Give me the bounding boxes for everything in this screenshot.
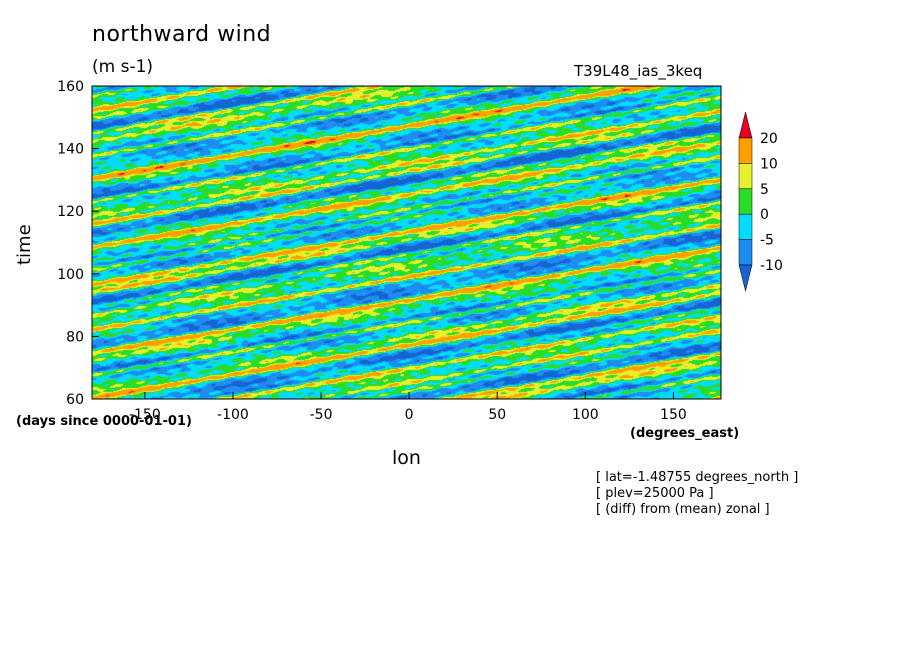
x-tick-label: 0	[405, 407, 414, 423]
colorbar-swatch	[738, 188, 753, 215]
y-tick-label: 120	[57, 204, 84, 220]
colorbar-swatch	[738, 213, 753, 240]
x-axis: -150 -100 -50 0 50 100 150	[129, 392, 687, 423]
colorbar: 20 10 5 0 -5 -10	[738, 111, 783, 292]
note-lat: [ lat=-1.48755 degrees_north ]	[596, 470, 799, 485]
y-tick-label: 140	[57, 142, 84, 158]
colorbar-swatch	[738, 163, 753, 190]
run-label: T39L48_ias_3keq	[574, 62, 703, 80]
colorbar-max-arrow	[738, 111, 753, 139]
note-plev: [ plev=25000 Pa ]	[596, 486, 714, 501]
y-tick-label: 60	[66, 392, 84, 408]
x-tick-label: 150	[660, 407, 687, 423]
colorbar-swatch	[738, 239, 753, 266]
x-axis-units: (degrees_east)	[630, 426, 740, 441]
chart-title: northward wind	[92, 22, 272, 47]
colorbar-label: 5	[760, 182, 769, 198]
note-diff: [ (diff) from (mean) zonal ]	[596, 502, 770, 517]
x-tick-label: -150	[129, 407, 161, 423]
x-axis-label: lon	[392, 447, 421, 469]
colorbar-min-arrow	[738, 264, 753, 292]
x-tick-label: 50	[488, 407, 506, 423]
y-axis: 60 80 100 120 140 160	[57, 79, 99, 408]
colorbar-label: -5	[760, 233, 774, 249]
colorbar-label: 20	[760, 131, 778, 147]
heatmap-field	[92, 86, 721, 399]
heatmap-image	[92, 86, 721, 399]
plot-frame	[91, 85, 722, 400]
colorbar-swatch	[738, 137, 753, 164]
y-axis-units: (days since 0000-01-01)	[16, 414, 192, 429]
chart-units: (m s-1)	[92, 57, 154, 77]
colorbar-label: 0	[760, 207, 769, 223]
x-tick-label: -100	[217, 407, 249, 423]
y-tick-label: 100	[57, 267, 84, 283]
x-tick-label: -50	[310, 407, 333, 423]
colorbar-label: -10	[760, 258, 783, 274]
x-tick-label: 100	[572, 407, 599, 423]
y-tick-label: 160	[57, 79, 84, 95]
colorbar-label: 10	[760, 156, 778, 172]
y-tick-label: 80	[66, 329, 84, 345]
